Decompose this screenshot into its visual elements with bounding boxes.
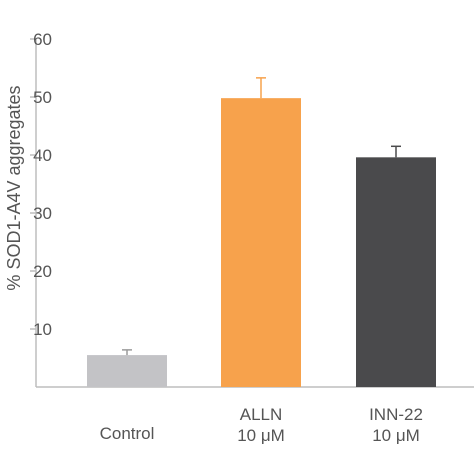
bars (87, 98, 436, 387)
bar (356, 157, 436, 387)
bar (221, 98, 301, 387)
x-tick-label: 10 μM (372, 426, 420, 445)
y-tick-label: 50 (33, 88, 52, 107)
y-tick-label: 30 (33, 204, 52, 223)
bar (87, 355, 167, 387)
y-tick-labels: 10 20 30 40 50 60 (33, 30, 52, 339)
x-tick-labels: Control ALLN 10 μM INN-22 10 μM (100, 405, 423, 445)
y-axis (30, 38, 37, 387)
x-tick-label: ALLN (240, 405, 283, 424)
x-tick-label: 10 μM (237, 426, 285, 445)
x-tick-label: Control (100, 424, 155, 443)
y-axis-title: % SOD1-A4V aggregates (4, 85, 24, 290)
error-bars (122, 77, 401, 356)
y-tick-label: 40 (33, 146, 52, 165)
y-tick-label: 60 (33, 30, 52, 49)
y-tick-label: 10 (33, 320, 52, 339)
y-tick-label: 20 (33, 262, 52, 281)
x-tick-label: INN-22 (369, 405, 423, 424)
